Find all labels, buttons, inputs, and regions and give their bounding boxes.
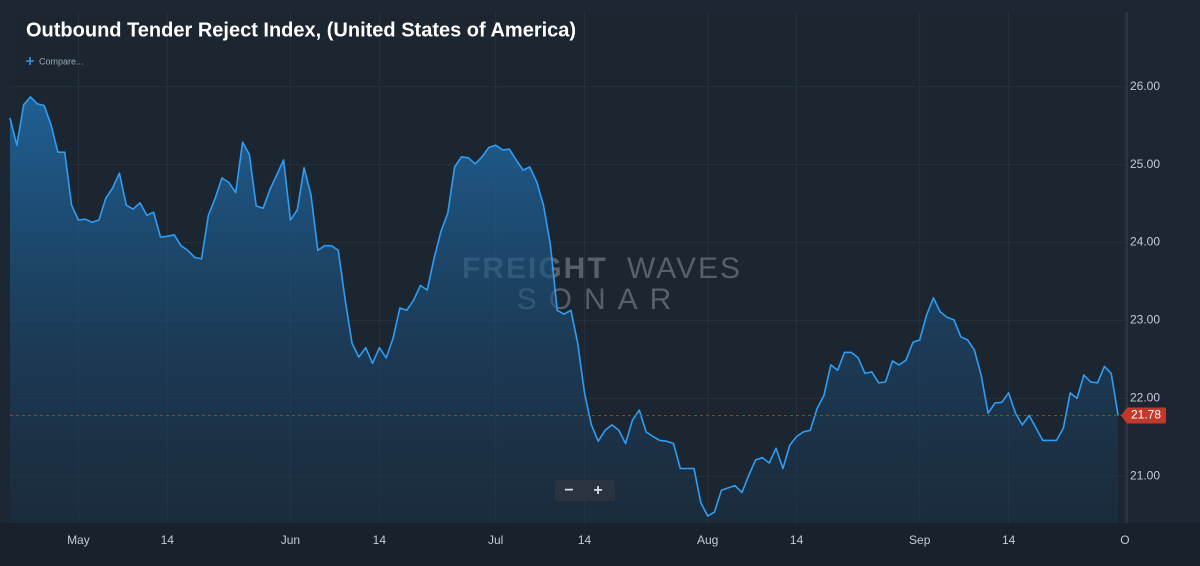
chart-title: Outbound Tender Reject Index, (United St… — [26, 19, 576, 41]
x-tick-label: 14 — [373, 533, 387, 547]
x-tick-label: 14 — [1002, 533, 1016, 547]
zoom-panel — [555, 480, 615, 501]
line — [9, 96, 1119, 517]
zoom-out[interactable]: − — [564, 482, 573, 499]
y-tick-label: 22.00 — [1130, 391, 1160, 405]
x-tick-label: Jun — [281, 533, 300, 547]
y-tick-label: 26.00 — [1130, 79, 1160, 93]
last-value-badge — [1121, 407, 1166, 424]
y-tick-label: 25.00 — [1130, 157, 1160, 171]
compare-icon — [26, 57, 34, 65]
y-tick-label: 24.00 — [1130, 235, 1160, 249]
zoom-in[interactable]: + — [593, 482, 602, 499]
x-tick-label: 14 — [578, 533, 592, 547]
last-value-label: 21.78 — [1131, 408, 1161, 422]
x-tick-label: Jul — [488, 533, 503, 547]
x-tick-label: Sep — [909, 533, 931, 547]
watermark-brand-2: WAVES — [627, 252, 742, 285]
x-tick-label: May — [67, 533, 90, 547]
zoom-controls: − + — [555, 480, 615, 501]
compare-label[interactable]: Compare... — [39, 56, 84, 66]
area — [10, 96, 1119, 524]
compare-link[interactable]: Compare... — [26, 56, 84, 66]
y-tick-label: 23.00 — [1130, 313, 1160, 327]
marks — [9, 96, 1127, 524]
x-tick-label: 14 — [790, 533, 804, 547]
x-axis-band — [0, 523, 1200, 566]
x-tick-label: Aug — [697, 533, 718, 547]
y-tick-label: 21.00 — [1130, 468, 1160, 482]
x-tick-label: O — [1120, 533, 1129, 547]
x-tick-label: 14 — [161, 533, 175, 547]
